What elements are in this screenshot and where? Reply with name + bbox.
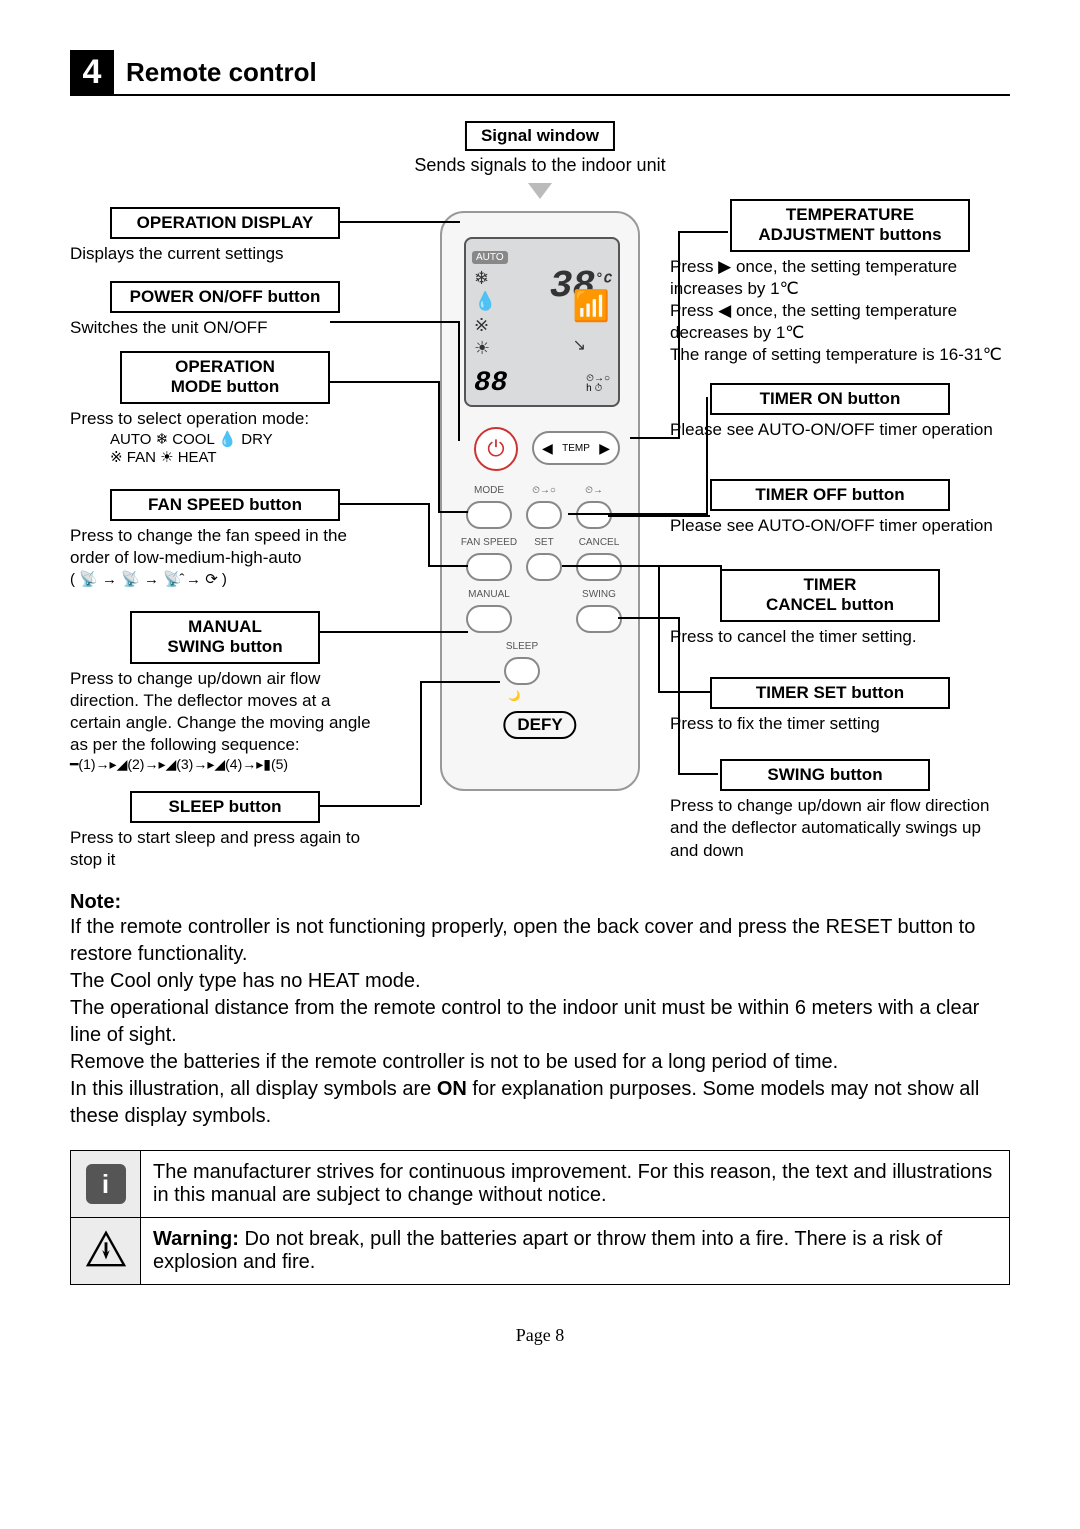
power-button-graphic xyxy=(474,427,518,471)
info-icon-cell: i xyxy=(71,1151,141,1218)
callout-timer-on: TIMER ON button Please see AUTO-ON/OFF t… xyxy=(670,383,1010,441)
cancel-btn-graphic xyxy=(576,553,622,581)
screen-mode-icons: ❄💧※☀ xyxy=(474,267,496,361)
info-table: i The manufacturer strives for continuou… xyxy=(70,1150,1010,1285)
callout-operation-display: OPERATION DISPLAY Displays the current s… xyxy=(70,207,380,265)
fan-btn-graphic xyxy=(466,553,512,581)
screen-fan-icon: 📶↘ xyxy=(573,289,610,358)
mode-btn-graphic xyxy=(466,501,512,529)
timeroff-btn-graphic xyxy=(576,501,612,529)
timer-icons: ⏲→○ h ⏱ xyxy=(586,374,610,394)
temp-bar-graphic: ◀ TEMP ▶ xyxy=(532,431,620,465)
callout-fan: FAN SPEED button Press to change the fan… xyxy=(70,489,380,588)
signal-window-box: Signal window xyxy=(465,121,615,151)
callout-sleep: SLEEP button Press to start sleep and pr… xyxy=(70,791,380,872)
page-number: Page 8 xyxy=(70,1325,1010,1346)
screen-timer-row: 88 ⏲→○ h ⏱ xyxy=(474,368,610,399)
sleep-btn-graphic xyxy=(504,657,540,685)
callout-power: POWER ON/OFF button Switches the unit ON… xyxy=(70,281,380,339)
remote-screen: AUTO 38°C ❄💧※☀ 📶↘ 88 ⏲→○ h ⏱ xyxy=(464,237,620,407)
note-heading: Note: xyxy=(70,891,1010,914)
callout-manual-swing: MANUAL SWING button Press to change up/d… xyxy=(70,611,380,773)
swing-btn-graphic xyxy=(576,605,622,633)
section-title: Remote control xyxy=(126,57,317,88)
callout-mode: OPERATION MODE button Press to select op… xyxy=(70,351,380,466)
arrow-down-icon xyxy=(528,183,552,199)
set-btn-graphic xyxy=(526,553,562,581)
warning-text: Warning: Do not break, pull the batterie… xyxy=(141,1218,1010,1285)
timeron-btn-graphic xyxy=(526,501,562,529)
signal-window-desc: Sends signals to the indoor unit xyxy=(414,155,665,176)
table-row: Warning: Do not break, pull the batterie… xyxy=(71,1218,1010,1285)
warning-icon xyxy=(86,1229,126,1269)
auto-badge: AUTO xyxy=(472,251,508,264)
remote-diagram: Signal window Sends signals to the indoo… xyxy=(70,121,1010,881)
manual-btn-graphic xyxy=(466,605,512,633)
table-row: i The manufacturer strives for continuou… xyxy=(71,1151,1010,1218)
brand-label: DEFY xyxy=(503,711,576,739)
info-text: The manufacturer strives for continuous … xyxy=(141,1151,1010,1218)
callout-temp-adjust: TEMPERATURE ADJUSTMENT buttons Press ▶ o… xyxy=(670,199,1010,366)
callout-timer-off: TIMER OFF button Please see AUTO-ON/OFF … xyxy=(670,479,1010,537)
remote-body: AUTO 38°C ❄💧※☀ 📶↘ 88 ⏲→○ h ⏱ ◀ TEMP ▶ MO… xyxy=(440,211,640,791)
section-number: 4 xyxy=(70,50,114,94)
warning-icon-cell xyxy=(71,1218,141,1285)
callout-swing: SWING button Press to change up/down air… xyxy=(670,759,1010,862)
note-body: If the remote controller is not function… xyxy=(70,914,1010,1130)
callout-timer-set: TIMER SET button Press to fix the timer … xyxy=(670,677,1010,735)
info-icon: i xyxy=(86,1164,126,1204)
section-header: 4 Remote control xyxy=(70,50,1010,96)
